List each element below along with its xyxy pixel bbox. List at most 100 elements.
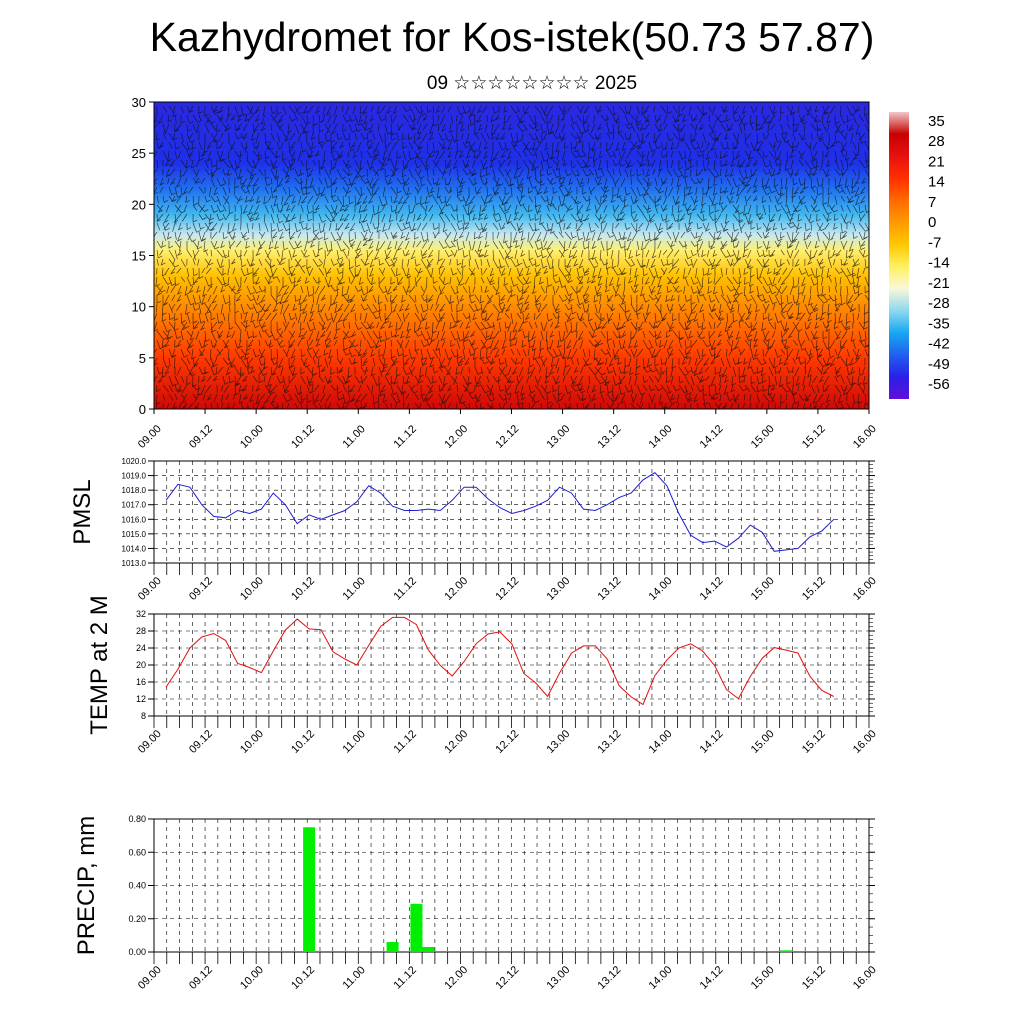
x-tick-label: 14.12 <box>698 423 726 451</box>
x-tick-label: 10.12 <box>289 575 317 603</box>
y-tick-label: 0 <box>139 402 146 417</box>
x-tick-label: 12.12 <box>493 964 521 992</box>
colorbar-label: 0 <box>928 214 936 231</box>
x-tick-label: 13.00 <box>544 423 572 451</box>
x-tick-label: 10.00 <box>238 575 266 603</box>
x-tick-label: 11.00 <box>340 575 367 602</box>
colorbar-label: -7 <box>928 234 941 251</box>
precip-bar <box>386 942 399 952</box>
x-tick-label: 13.00 <box>544 575 572 603</box>
x-tick-label: 15.00 <box>749 728 777 756</box>
precip-bar <box>780 950 793 952</box>
x-tick-label: 13.12 <box>596 964 624 992</box>
x-tick-label: 10.12 <box>289 728 317 756</box>
colorbar-label: 7 <box>928 194 936 211</box>
y-tick-label: 20 <box>136 660 146 670</box>
x-tick-label: 09.12 <box>187 964 215 992</box>
y-tick-label: 1016.0 <box>122 515 147 524</box>
colorbar-label: 35 <box>928 113 945 130</box>
x-tick-label: 12.12 <box>493 575 521 603</box>
y-tick-label: 16 <box>136 677 146 687</box>
x-tick-label: 09.00 <box>136 575 164 603</box>
page-title: Kazhydromet for Kos-istek(50.73 57.87) <box>149 14 875 60</box>
x-tick-label: 16.00 <box>851 728 879 756</box>
colorbar-label: -35 <box>928 315 950 332</box>
temp-series-line <box>165 616 835 706</box>
precip-bar <box>410 903 423 952</box>
y-tick-label: 20 <box>132 197 146 212</box>
x-tick-label: 13.12 <box>596 423 624 451</box>
x-tick-label: 09.00 <box>136 423 164 451</box>
x-tick-label: 15.00 <box>749 423 777 451</box>
colorbar-label: -14 <box>928 255 950 272</box>
wind-barb-paths <box>154 105 869 409</box>
x-tick-label: 10.00 <box>238 423 266 451</box>
y-tick-label: 32 <box>136 609 146 619</box>
y-tick-label: 0.20 <box>128 914 146 924</box>
x-tick-label: 11.00 <box>340 964 367 991</box>
y-tick-label: 8 <box>141 711 146 721</box>
pmsl-series-line <box>165 472 835 552</box>
y-axis-label: PMSL <box>69 479 96 544</box>
x-tick-label: 10.00 <box>238 728 266 756</box>
x-tick-label: 13.12 <box>596 728 624 756</box>
x-tick-label: 11.12 <box>392 423 419 450</box>
x-tick-label: 15.12 <box>800 728 828 756</box>
x-tick-label: 12.00 <box>442 575 470 603</box>
y-axis-label: TEMP at 2 M <box>86 595 113 735</box>
x-tick-label: 14.00 <box>647 575 675 603</box>
x-tick-label: 09.00 <box>136 728 164 756</box>
x-tick-label: 11.00 <box>340 728 367 755</box>
y-tick-label: 0.00 <box>128 947 146 957</box>
y-tick-label: 1018.0 <box>122 486 147 495</box>
x-tick-label: 15.12 <box>800 964 828 992</box>
heatmap-field <box>154 102 869 409</box>
x-tick-label: 14.00 <box>647 964 675 992</box>
colorbar-label: 28 <box>928 133 945 150</box>
y-tick-label: 0.40 <box>128 881 146 891</box>
page-subtitle: 09 ☆☆☆☆☆☆☆☆ 2025 <box>426 73 638 94</box>
x-tick-label: 11.12 <box>392 964 419 991</box>
y-tick-label: 1017.0 <box>122 501 147 510</box>
colorbar-label: 21 <box>928 153 945 170</box>
colorbar-label: 14 <box>928 174 945 191</box>
x-tick-label: 09.00 <box>136 964 164 992</box>
x-tick-label: 12.12 <box>493 423 521 451</box>
y-tick-label: 5 <box>139 351 146 366</box>
x-tick-label: 14.12 <box>698 728 726 756</box>
y-tick-label: 25 <box>132 146 146 161</box>
x-tick-label: 15.12 <box>800 575 828 603</box>
y-tick-label: 1013.0 <box>122 559 147 568</box>
x-tick-label: 16.00 <box>851 964 879 992</box>
y-tick-label: 15 <box>132 249 146 264</box>
x-tick-label: 09.12 <box>187 423 215 451</box>
y-tick-label: 1014.0 <box>122 544 147 553</box>
x-tick-label: 10.12 <box>289 423 317 451</box>
y-tick-label: 24 <box>136 643 146 653</box>
y-axis-label: PRECIP, mm <box>73 816 100 956</box>
colorbar-label: -42 <box>928 336 950 353</box>
y-tick-label: 0.80 <box>128 814 146 824</box>
x-tick-label: 14.12 <box>698 575 726 603</box>
x-tick-label: 16.00 <box>851 575 879 603</box>
x-tick-label: 14.00 <box>647 728 675 756</box>
y-tick-label: 10 <box>132 300 146 315</box>
x-tick-label: 10.00 <box>238 964 266 992</box>
wind-barbs <box>154 105 869 409</box>
x-tick-label: 14.12 <box>698 964 726 992</box>
x-tick-label: 13.00 <box>544 728 572 756</box>
x-tick-label: 11.00 <box>340 423 367 450</box>
y-tick-label: 28 <box>136 626 146 636</box>
x-tick-label: 12.12 <box>493 728 521 756</box>
precip-bar <box>422 947 435 952</box>
x-tick-label: 11.12 <box>392 728 419 755</box>
x-tick-label: 11.12 <box>392 575 419 602</box>
colorbar-label: -21 <box>928 275 950 292</box>
y-tick-label: 30 <box>132 95 146 110</box>
x-tick-label: 14.00 <box>647 423 675 451</box>
x-tick-label: 09.12 <box>187 575 215 603</box>
y-tick-label: 12 <box>136 694 146 704</box>
y-tick-label: 0.60 <box>128 847 146 857</box>
x-tick-label: 12.00 <box>442 423 470 451</box>
